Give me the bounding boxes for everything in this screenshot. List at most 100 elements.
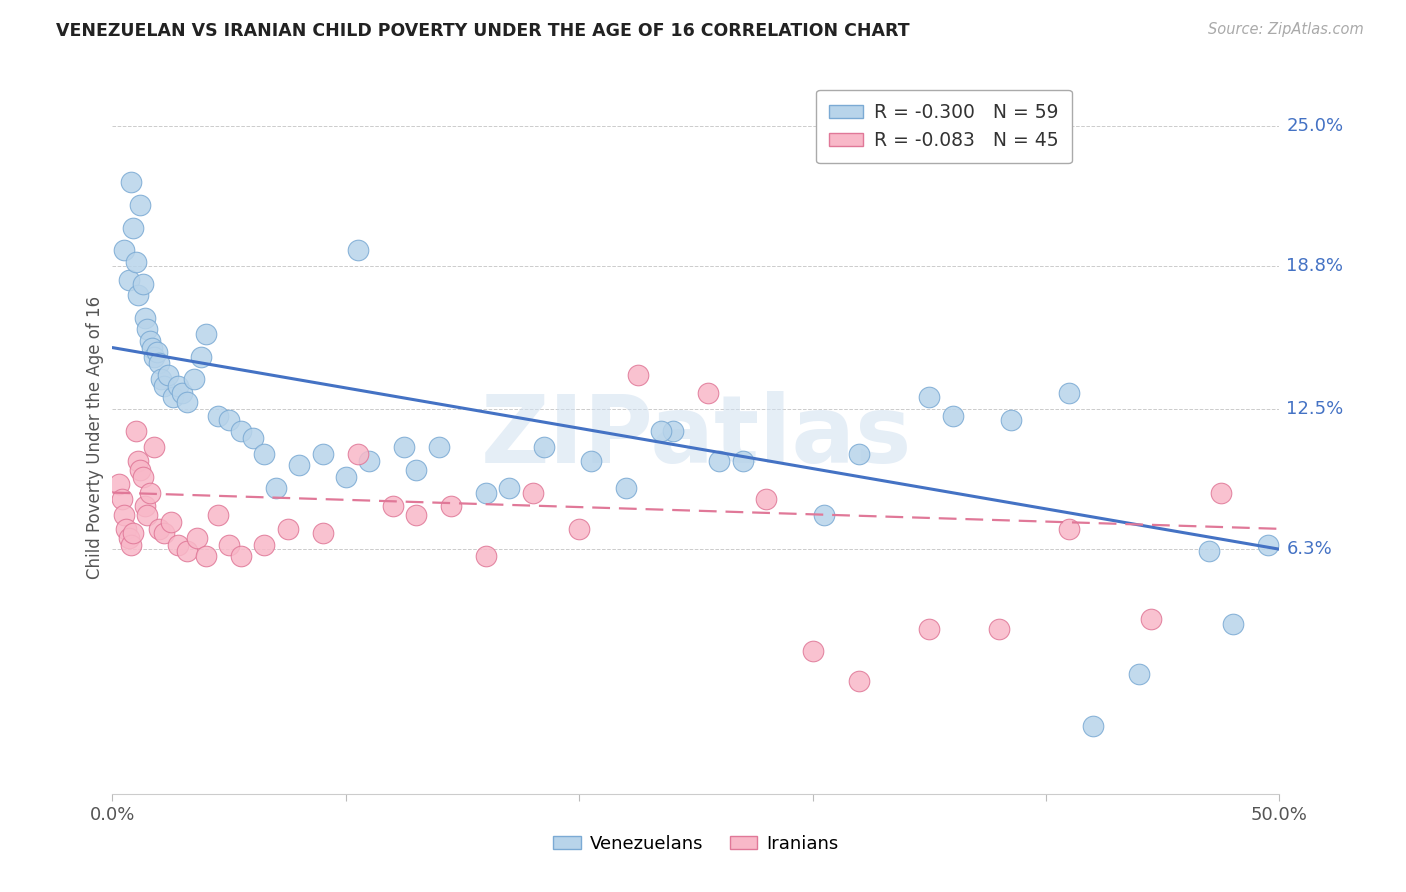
- Point: [1081, 719, 1104, 733]
- Text: 25.0%: 25.0%: [1286, 117, 1344, 135]
- Point: [218, 413, 240, 427]
- Point: [186, 531, 208, 545]
- Point: [218, 538, 240, 552]
- Point: [696, 385, 718, 400]
- Point: [276, 522, 298, 536]
- Point: [253, 447, 276, 461]
- Point: [172, 385, 194, 400]
- Text: VENEZUELAN VS IRANIAN CHILD POVERTY UNDER THE AGE OF 16 CORRELATION CHART: VENEZUELAN VS IRANIAN CHILD POVERTY UNDE…: [56, 22, 910, 40]
- Point: [108, 476, 131, 491]
- Point: [988, 622, 1011, 636]
- Legend: Venezuelans, Iranians: Venezuelans, Iranians: [546, 828, 846, 860]
- Point: [288, 458, 311, 473]
- Point: [311, 526, 333, 541]
- Point: [160, 515, 183, 529]
- Point: [136, 322, 159, 336]
- Point: [143, 440, 166, 454]
- Point: [918, 622, 941, 636]
- Point: [1257, 538, 1279, 552]
- Point: [194, 326, 217, 341]
- Point: [183, 372, 205, 386]
- Point: [848, 673, 870, 688]
- Point: [125, 254, 148, 268]
- Point: [522, 485, 544, 500]
- Point: [122, 526, 145, 541]
- Point: [153, 379, 176, 393]
- Point: [427, 440, 450, 454]
- Point: [115, 522, 138, 536]
- Point: [1209, 485, 1232, 500]
- Point: [661, 425, 683, 439]
- Point: [146, 345, 169, 359]
- Text: ZIPatlas: ZIPatlas: [481, 391, 911, 483]
- Point: [129, 198, 152, 212]
- Point: [127, 288, 149, 302]
- Point: [242, 431, 264, 445]
- Point: [166, 538, 188, 552]
- Point: [440, 499, 463, 513]
- Text: Source: ZipAtlas.com: Source: ZipAtlas.com: [1208, 22, 1364, 37]
- Point: [229, 549, 252, 563]
- Point: [139, 334, 162, 348]
- Point: [176, 544, 198, 558]
- Point: [166, 379, 188, 393]
- Point: [253, 538, 276, 552]
- Point: [120, 538, 142, 552]
- Point: [132, 277, 155, 292]
- Point: [134, 311, 156, 326]
- Point: [139, 485, 162, 500]
- Point: [141, 341, 163, 355]
- Point: [1059, 522, 1081, 536]
- Point: [346, 447, 368, 461]
- Point: [405, 463, 427, 477]
- Point: [1198, 544, 1220, 558]
- Point: [475, 549, 498, 563]
- Point: [627, 368, 650, 382]
- Point: [157, 368, 180, 382]
- Point: [125, 425, 148, 439]
- Point: [848, 447, 870, 461]
- Point: [311, 447, 333, 461]
- Point: [335, 469, 357, 483]
- Point: [568, 522, 591, 536]
- Point: [132, 469, 155, 483]
- Point: [918, 391, 941, 405]
- Text: 18.8%: 18.8%: [1286, 257, 1344, 275]
- Point: [153, 526, 176, 541]
- Point: [134, 499, 156, 513]
- Point: [176, 395, 198, 409]
- Y-axis label: Child Poverty Under the Age of 16: Child Poverty Under the Age of 16: [86, 295, 104, 579]
- Point: [650, 425, 672, 439]
- Point: [207, 508, 229, 523]
- Point: [129, 463, 152, 477]
- Point: [579, 454, 602, 468]
- Point: [118, 272, 141, 286]
- Point: [207, 409, 229, 423]
- Point: [498, 481, 520, 495]
- Point: [1059, 385, 1081, 400]
- Point: [813, 508, 835, 523]
- Point: [533, 440, 555, 454]
- Text: 12.5%: 12.5%: [1286, 400, 1344, 417]
- Point: [136, 508, 159, 523]
- Point: [194, 549, 217, 563]
- Point: [346, 243, 368, 257]
- Point: [229, 425, 252, 439]
- Point: [709, 454, 731, 468]
- Point: [190, 350, 212, 364]
- Point: [392, 440, 416, 454]
- Point: [112, 243, 135, 257]
- Point: [143, 350, 166, 364]
- Point: [148, 522, 170, 536]
- Point: [1222, 617, 1244, 632]
- Point: [381, 499, 404, 513]
- Point: [942, 409, 965, 423]
- Point: [359, 454, 381, 468]
- Point: [120, 175, 142, 189]
- Point: [112, 508, 135, 523]
- Point: [148, 356, 170, 370]
- Point: [1128, 666, 1150, 681]
- Point: [118, 531, 141, 545]
- Point: [111, 492, 134, 507]
- Point: [127, 454, 149, 468]
